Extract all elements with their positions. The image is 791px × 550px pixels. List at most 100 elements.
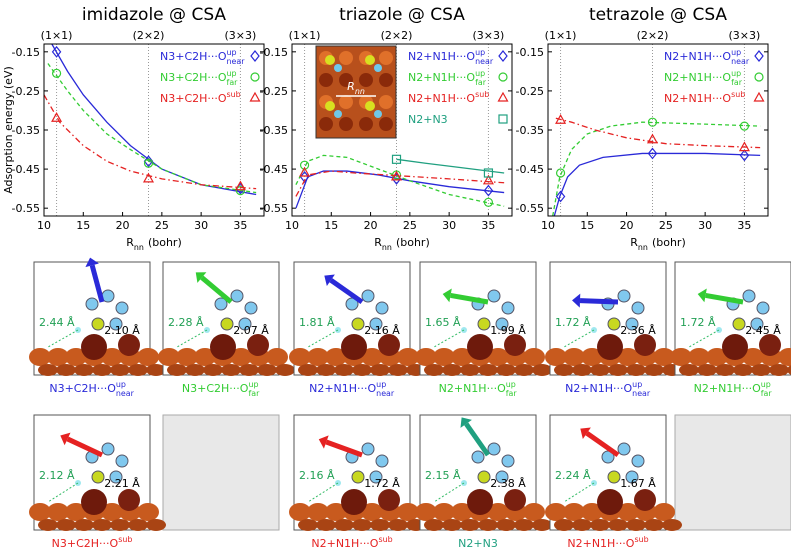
distance-label: 1.65 Å [425,316,461,329]
x-tick-label: 15 [324,219,338,232]
x-tick-label: 20 [364,219,378,232]
legend-label-part: up [475,69,485,78]
distance-label: 2.16 Å [299,469,335,482]
surface-atom [397,348,419,366]
distance-label: 2.36 Å [620,324,656,337]
panel-caption: N2+N1H···Osub [311,535,392,550]
surface-atom [460,364,480,376]
panel-art [289,274,426,376]
plot-frame [291,43,513,217]
top-tick-label: (3×3) [473,29,505,42]
inset-label-part: R [347,80,355,93]
y-tick-label: -0.45 [516,163,544,176]
y-tick-label: -0.55 [260,202,288,215]
surface-atom [581,503,603,521]
marker [646,133,659,144]
panel-caption-part: far [761,389,773,398]
surface-atom [325,503,347,521]
ring-atom [732,317,746,331]
surface-atom [581,348,603,366]
marker [143,158,154,168]
arrow-shaft [450,292,489,305]
inset-mol [365,101,375,111]
surface-atom [670,348,692,366]
x-axis-label-part: R [126,236,134,249]
inset-atom [379,95,393,109]
panel-caption: N3+C2H···Oup far [182,380,260,398]
panel-art [415,417,552,531]
surface-atom [451,348,473,366]
surface-atom [415,348,437,366]
surface-atom [742,348,764,366]
surface-atom [545,503,567,521]
x-axis-label: Rnn (bohr) [126,236,181,252]
surface-atom [38,364,58,376]
x-tick-label: 35 [737,219,751,232]
marker [51,45,62,58]
surface-atom [128,519,148,531]
panel-art [545,427,682,531]
arrow-shaft [579,298,619,305]
surface-atom [626,519,646,531]
inset-label: Rnn [347,80,365,96]
ring-atom [361,442,375,456]
panel-caption-part: far [506,389,518,398]
surface-atom [110,364,130,376]
inset-atom [339,95,353,109]
plot-frame [43,43,265,217]
y-tick-label: -0.15 [516,46,544,59]
panel-caption-part: N2+N1H···O [439,382,506,395]
distance-label: 2.16 Å [364,324,400,337]
ring-atom [501,454,515,468]
ring-atom [85,297,99,311]
inset-atom [319,117,333,131]
surface-atom [442,364,462,376]
surface-atom [101,503,123,521]
surface-atom [532,364,552,376]
surface-atom [644,364,664,376]
surface-atom [679,364,699,376]
surface-atom [451,503,473,521]
legend-marker [753,91,765,102]
arrow-shaft [89,264,105,303]
y-tick-label: -0.25 [260,85,288,98]
ring-atom [617,442,631,456]
surface-atom [433,503,455,521]
metal-atom [634,334,656,356]
y-tick-label: -0.35 [260,124,288,137]
h-bond [47,329,79,348]
marker [483,184,494,197]
ring-atom [750,317,764,331]
surface-atom [563,503,585,521]
x-tick-label: 15 [76,219,90,232]
top-tick-label: (1×1) [545,29,577,42]
surface-atom [617,503,639,521]
surface-atom [572,519,592,531]
metal-atom [597,334,623,360]
fit-line [295,170,505,209]
surface-atom [662,519,682,531]
marker [234,180,246,191]
legend-label-part: sub [227,90,241,99]
panel-caption: N2+N3 [458,537,498,550]
legend-marker [249,91,261,102]
fit-line [44,94,257,190]
y-axis-label: Adsorption energy (eV) [2,66,15,194]
ring-atom [375,454,389,468]
inset-mol [374,110,382,118]
surface-atom [316,519,336,531]
surface-atom [334,519,354,531]
x-tick-label: 25 [155,219,169,232]
surface-atom [554,519,574,531]
surface-atom [56,364,76,376]
panel-art [289,435,426,531]
legend-label-part: N2+N1H···O [408,92,475,105]
surface-atom [433,348,455,366]
metal-atom [341,489,367,515]
marker [555,190,566,203]
top-tick-label: (3×3) [225,29,257,42]
arrow-head [460,417,472,428]
surface-atom [370,364,390,376]
panel-art [29,432,166,531]
surface-atom [769,364,789,376]
